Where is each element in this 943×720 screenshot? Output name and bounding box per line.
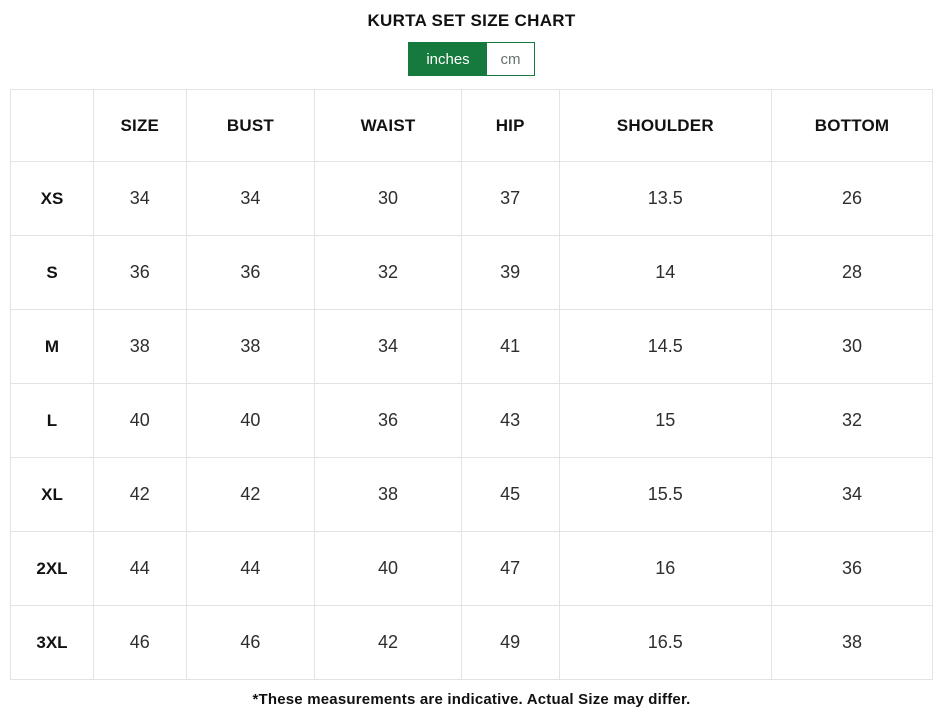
footnote: *These measurements are indicative. Actu… [252,691,691,708]
unit-option-cm[interactable]: cm [487,43,534,75]
row-label-2xl: 2XL [10,531,94,606]
measurement-cell: 34 [771,457,933,532]
measurement-cell: 36 [185,235,316,310]
unit-toggle: inches cm [408,42,535,76]
table-row: 2XL 44 44 40 47 16 36 [10,531,933,606]
measurement-cell: 28 [771,235,933,310]
table-row: XL 42 42 38 45 15.5 34 [10,457,933,532]
measurement-cell: 46 [92,605,187,680]
table-header: SIZE BUST WAIST HIP SHOULDER BOTTOM [10,89,933,162]
measurement-cell: 40 [92,383,187,458]
page-title: KURTA SET SIZE CHART [367,11,576,30]
measurement-cell: 34 [92,161,187,236]
table-row: L 40 40 36 43 15 32 [10,383,933,458]
measurement-cell: 41 [460,309,560,384]
measurement-cell: 32 [771,383,933,458]
row-label-3xl: 3XL [10,605,94,680]
measurement-cell: 14 [558,235,773,310]
measurement-cell: 36 [314,383,462,458]
measurement-cell: 14.5 [558,309,773,384]
measurement-cell: 39 [460,235,560,310]
measurement-cell: 36 [92,235,187,310]
measurement-cell: 40 [185,383,316,458]
measurement-cell: 26 [771,161,933,236]
column-header-size: SIZE [92,89,187,162]
table-body: XS 34 34 30 37 13.5 26 S 36 36 32 39 14 28 M 38 38 34 41 14… [10,161,933,680]
measurement-cell: 45 [460,457,560,532]
measurement-cell: 16.5 [558,605,773,680]
column-header-bottom: BOTTOM [771,89,933,162]
measurement-cell: 36 [771,531,933,606]
measurement-cell: 38 [92,309,187,384]
measurement-cell: 47 [460,531,560,606]
measurement-cell: 38 [771,605,933,680]
measurement-cell: 34 [185,161,316,236]
column-header-bust: BUST [185,89,316,162]
row-label-s: S [10,235,94,310]
column-header-waist: WAIST [314,89,462,162]
measurement-cell: 37 [460,161,560,236]
row-label-xs: XS [10,161,94,236]
measurement-cell: 34 [314,309,462,384]
row-label-l: L [10,383,94,458]
corner-cell [10,89,94,162]
table-row: S 36 36 32 39 14 28 [10,235,933,310]
measurement-cell: 44 [92,531,187,606]
unit-option-inches[interactable]: inches [409,43,487,75]
measurement-cell: 46 [185,605,316,680]
measurement-cell: 38 [185,309,316,384]
measurement-cell: 16 [558,531,773,606]
column-header-shoulder: SHOULDER [558,89,773,162]
measurement-cell: 42 [185,457,316,532]
measurement-cell: 38 [314,457,462,532]
table-row: XS 34 34 30 37 13.5 26 [10,161,933,236]
measurement-cell: 32 [314,235,462,310]
unit-toggle-wrap: inches cm [0,42,943,76]
size-chart-table: SIZE BUST WAIST HIP SHOULDER BOTTOM XS 34 34 30 3… [10,89,933,680]
measurement-cell: 30 [314,161,462,236]
header-row: SIZE BUST WAIST HIP SHOULDER BOTTOM [10,89,933,162]
measurement-cell: 30 [771,309,933,384]
row-label-m: M [10,309,94,384]
measurement-cell: 42 [92,457,187,532]
measurement-cell: 15.5 [558,457,773,532]
measurement-cell: 13.5 [558,161,773,236]
measurement-cell: 42 [314,605,462,680]
table-row: M 38 38 34 41 14.5 30 [10,309,933,384]
measurement-cell: 49 [460,605,560,680]
column-header-hip: HIP [460,89,560,162]
measurement-cell: 40 [314,531,462,606]
row-label-xl: XL [10,457,94,532]
table-row: 3XL 46 46 42 49 16.5 38 [10,605,933,680]
measurement-cell: 44 [185,531,316,606]
measurement-cell: 43 [460,383,560,458]
measurement-cell: 15 [558,383,773,458]
